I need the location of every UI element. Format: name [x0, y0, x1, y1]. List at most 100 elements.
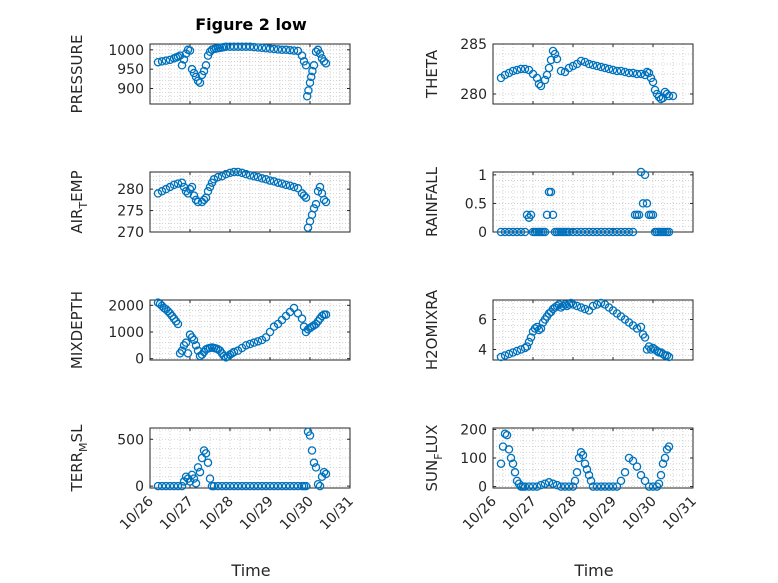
data-point — [528, 482, 538, 491]
data-point — [632, 69, 642, 79]
subplot-h2omixra: 4 6 H2OMIXRA — [423, 289, 694, 370]
y-tick-label: 900 — [117, 82, 144, 98]
data-point — [205, 474, 215, 483]
data-point — [225, 168, 235, 178]
axes-box — [149, 427, 351, 489]
data-point — [534, 79, 544, 89]
data-point — [213, 481, 223, 491]
data-point — [195, 78, 205, 87]
data-point — [311, 463, 321, 472]
data-point — [225, 481, 235, 491]
data-point — [500, 227, 510, 237]
data-point — [576, 227, 586, 237]
y-tick-label: 285 — [460, 37, 487, 53]
data-point — [253, 43, 263, 52]
data-point — [596, 62, 606, 72]
data-point — [558, 301, 568, 311]
data-point — [596, 298, 606, 308]
data-point — [217, 172, 227, 181]
data-point — [640, 476, 650, 486]
data-point — [664, 227, 674, 237]
data-point — [580, 57, 590, 67]
y-axis-label: TERRMSL — [68, 424, 90, 493]
data-point — [638, 199, 648, 208]
data-point — [297, 51, 307, 60]
data-point — [305, 78, 315, 87]
data-point — [319, 467, 329, 477]
subplot-rainfall: 0 0.5 1 RAINFALL — [423, 166, 694, 241]
data-point — [592, 61, 602, 71]
data-point — [568, 61, 578, 71]
data-point — [572, 227, 582, 237]
data-point — [552, 480, 562, 490]
data-point — [203, 458, 213, 467]
data-point — [524, 482, 534, 491]
y-tick-label: 1000 — [108, 43, 144, 59]
data-point — [245, 481, 255, 491]
data-point — [183, 349, 193, 358]
data-point — [261, 175, 271, 184]
data-point — [632, 324, 642, 333]
data-point — [624, 68, 634, 78]
data-point — [536, 81, 546, 91]
data-point — [516, 227, 526, 237]
data-point — [237, 42, 247, 51]
data-point — [612, 482, 622, 491]
data-point — [257, 43, 267, 53]
data-point — [277, 481, 287, 491]
data-point — [179, 55, 189, 64]
data-point — [550, 49, 560, 59]
data-point — [508, 348, 518, 357]
data-point — [524, 337, 534, 347]
data-point — [496, 227, 506, 237]
data-point — [628, 456, 638, 466]
data-point — [285, 481, 295, 491]
data-point — [233, 42, 243, 51]
data-point — [572, 468, 582, 477]
data-point — [293, 184, 303, 193]
y-tick-label: 0.5 — [465, 196, 487, 212]
data-point — [600, 482, 610, 491]
x-tick-label: 10/26 — [460, 493, 500, 533]
data-point — [213, 172, 223, 182]
data-point — [578, 450, 588, 460]
data-point — [564, 482, 574, 491]
y-axis-label: SUNFLUX — [423, 425, 445, 492]
data-point — [219, 351, 229, 361]
data-point — [187, 182, 197, 192]
data-point — [281, 481, 291, 491]
data-point — [229, 167, 239, 177]
data-point — [177, 61, 187, 70]
x-tick-label: 10/28 — [197, 494, 237, 534]
data-point — [277, 179, 287, 188]
y-tick-label: 0 — [135, 352, 144, 368]
data-point — [500, 351, 510, 360]
y-tick-label: 270 — [117, 225, 144, 241]
data-point — [297, 189, 307, 198]
data-point — [161, 56, 171, 65]
data-point — [285, 45, 295, 55]
data-point — [640, 170, 650, 180]
data-point — [654, 479, 664, 488]
data-point — [189, 474, 199, 483]
data-point — [504, 445, 514, 454]
data-point — [592, 300, 602, 309]
data-point — [628, 227, 638, 237]
y-tick-label: 4 — [478, 343, 487, 359]
data-point — [253, 481, 263, 491]
data-point — [546, 55, 556, 65]
data-point — [642, 199, 652, 208]
data-point — [508, 66, 518, 76]
data-point — [309, 458, 319, 467]
data-point — [201, 61, 211, 70]
data-point — [277, 315, 287, 325]
data-point — [534, 325, 544, 335]
data-point — [321, 469, 331, 479]
data-point — [245, 171, 255, 180]
data-point — [600, 63, 610, 73]
data-point — [304, 86, 313, 95]
data-point — [512, 65, 522, 75]
data-point — [289, 46, 299, 55]
data-point — [580, 304, 590, 314]
